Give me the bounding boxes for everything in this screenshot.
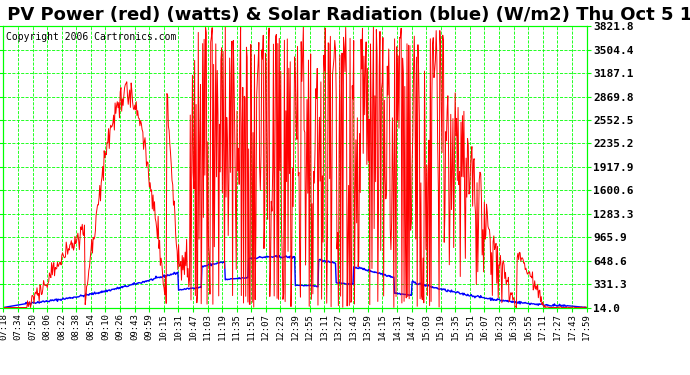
- Text: Copyright 2006 Cartronics.com: Copyright 2006 Cartronics.com: [6, 32, 177, 42]
- Text: Total PV Power (red) (watts) & Solar Radiation (blue) (W/m2) Thu Oct 5 18:08: Total PV Power (red) (watts) & Solar Rad…: [0, 6, 690, 24]
